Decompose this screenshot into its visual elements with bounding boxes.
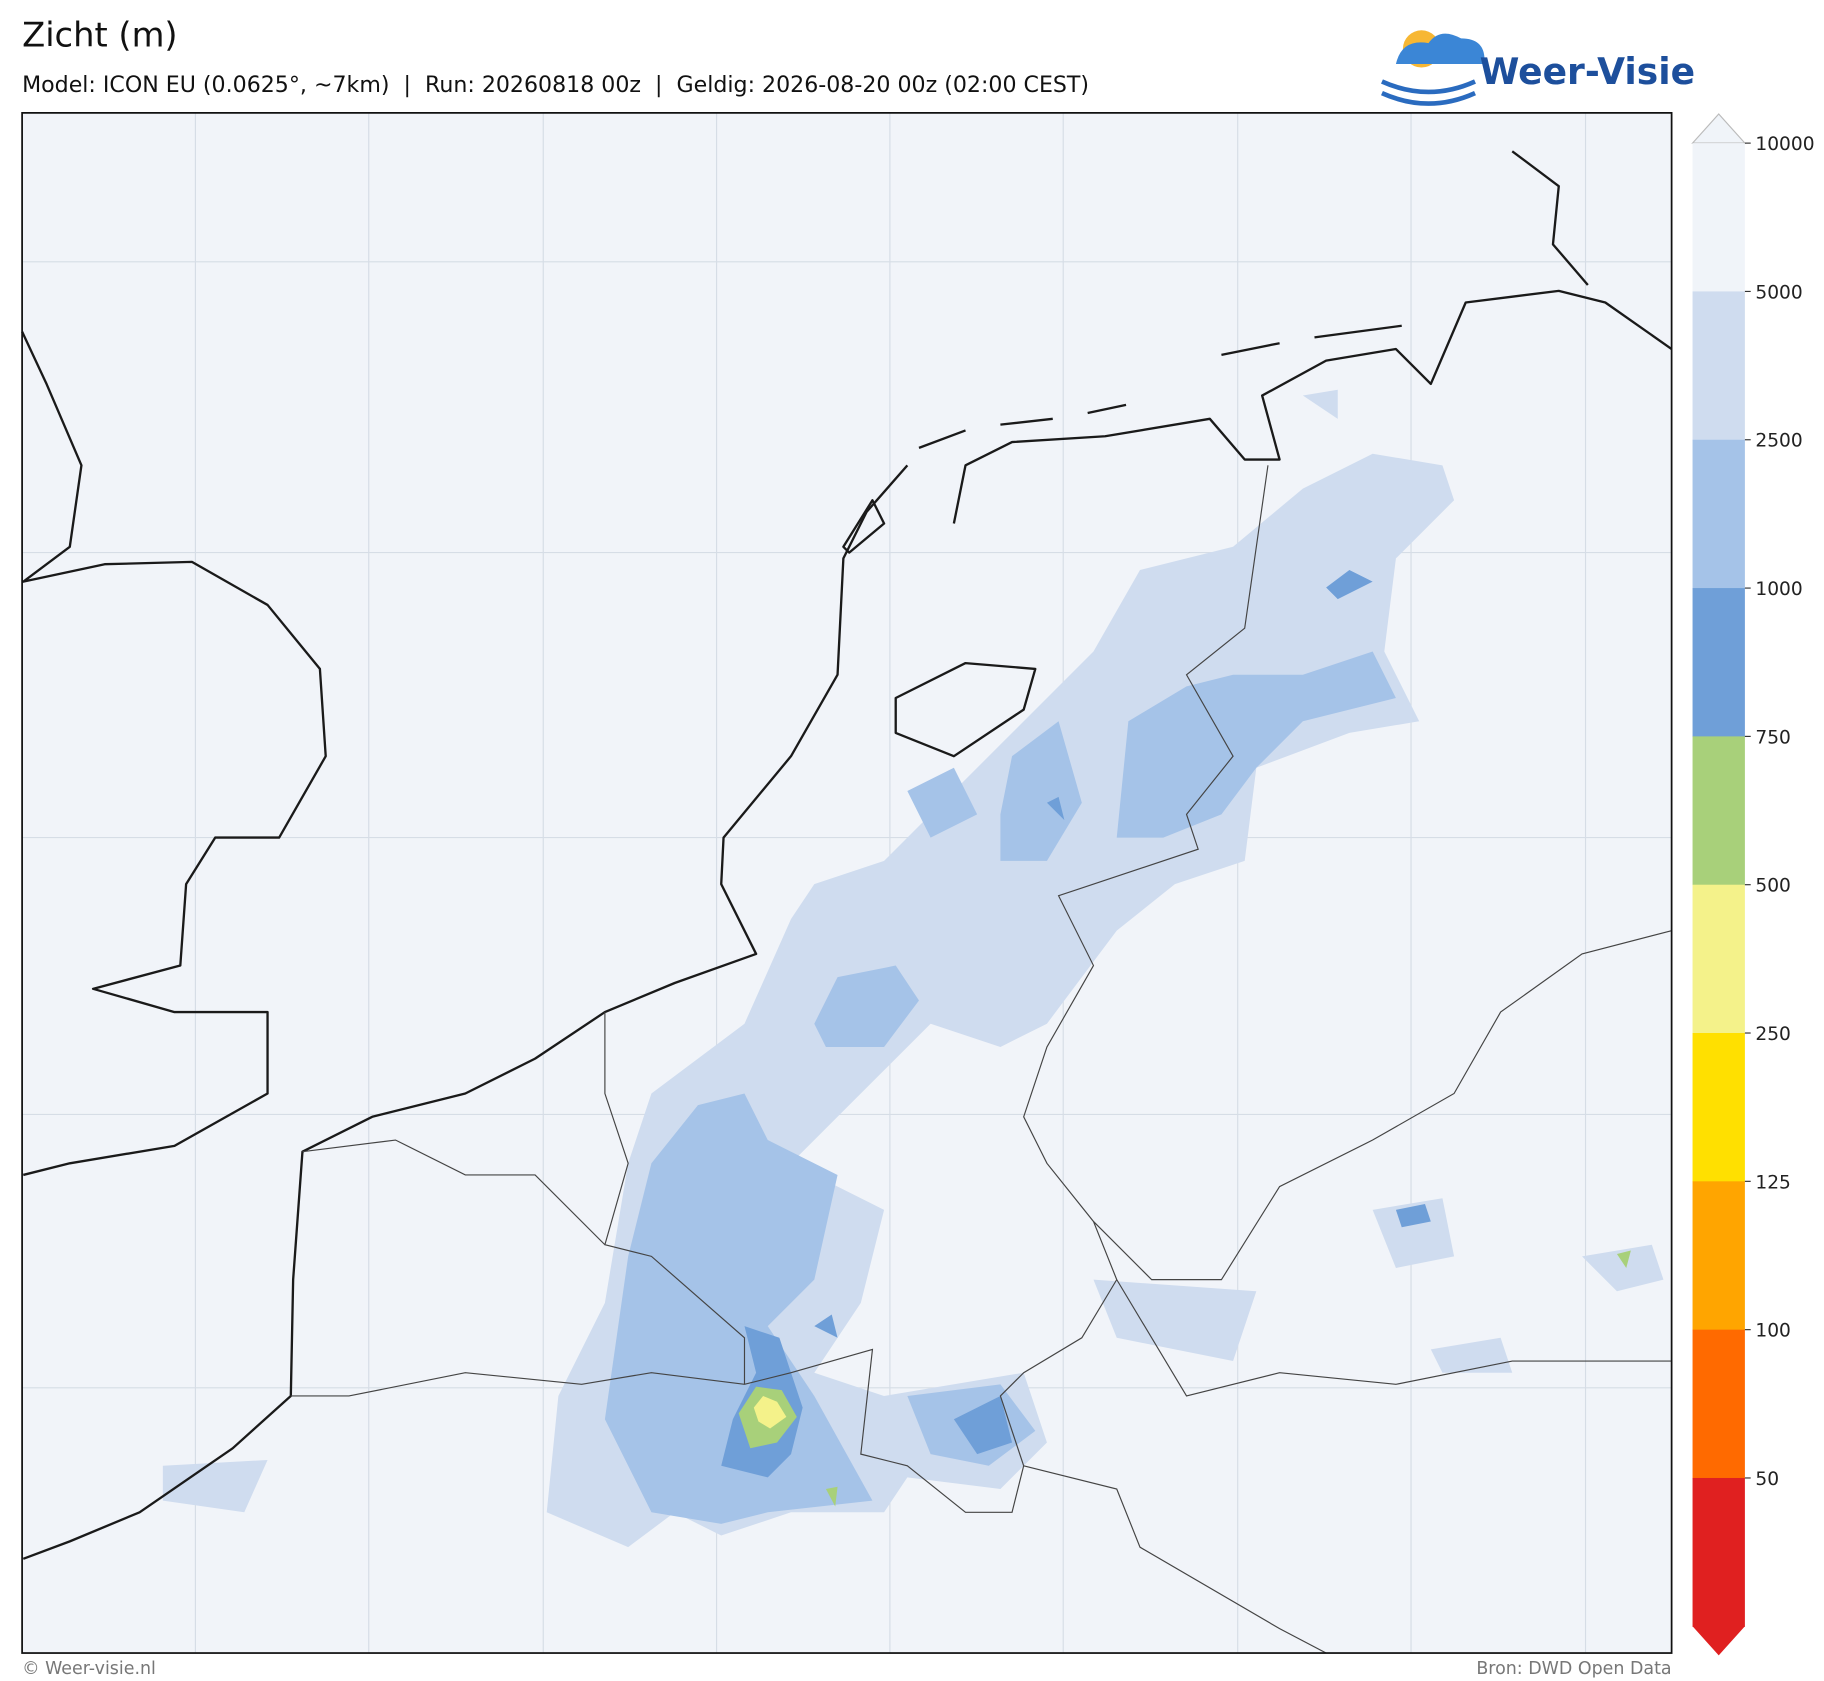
colorbar-band [1692, 1181, 1745, 1331]
band-2500 [604, 651, 1396, 1524]
colorbar-label: 10000 [1755, 134, 1814, 155]
colorbar: 10000 5000 2500 1000 750 500 250 125 100 50 [1691, 113, 1815, 1656]
title: Zicht (m) [22, 16, 177, 55]
colorbar-label: 100 [1755, 1321, 1791, 1342]
footer-source: Bron: DWD Open Data [1476, 1659, 1671, 1679]
colorbar-band [1692, 588, 1745, 737]
coast-england [21, 331, 327, 1177]
colorbar-label: 1000 [1755, 579, 1802, 600]
logo-text: Weer-Visie [1480, 51, 1695, 93]
colorbar-label: 500 [1755, 876, 1791, 897]
colorbar-label: 50 [1755, 1469, 1779, 1490]
footer-credit: © Weer-visie.nl [22, 1659, 156, 1679]
subtitle: Model: ICON EU (0.0625°, ~7km) | Run: 20… [22, 72, 1089, 98]
colorbar-band [1692, 1477, 1745, 1627]
logo: Weer-Visie [1381, 30, 1695, 106]
coast-continent [22, 150, 1673, 1560]
logo-cloud [1395, 33, 1485, 65]
country-borders [290, 465, 1672, 1654]
colorbar-band [1692, 884, 1745, 1034]
coast-islands [842, 324, 1402, 758]
colorbar-label: 125 [1755, 1172, 1791, 1193]
coastlines [21, 150, 1673, 1560]
colorbar-label: 750 [1755, 727, 1791, 748]
map [21, 112, 1673, 1654]
colorbar-band [1692, 1329, 1745, 1479]
colorbar-label: 5000 [1755, 282, 1802, 303]
map-frame [21, 112, 1673, 1654]
band-1000 [721, 570, 1431, 1478]
visibility-field [162, 389, 1664, 1548]
colorbar-band [1692, 439, 1745, 589]
colorbar-band [1692, 1033, 1745, 1182]
colorbar-label: 2500 [1755, 431, 1802, 452]
colorbar-label: 250 [1755, 1024, 1791, 1045]
logo-waves [1381, 79, 1476, 106]
colorbar-band [1692, 291, 1745, 441]
borders [290, 465, 1672, 1654]
colorbar-extend-bottom [1692, 1626, 1745, 1656]
colorbar-band [1692, 143, 1745, 293]
colorbar-band [1692, 736, 1745, 886]
band-500 [753, 1395, 787, 1429]
